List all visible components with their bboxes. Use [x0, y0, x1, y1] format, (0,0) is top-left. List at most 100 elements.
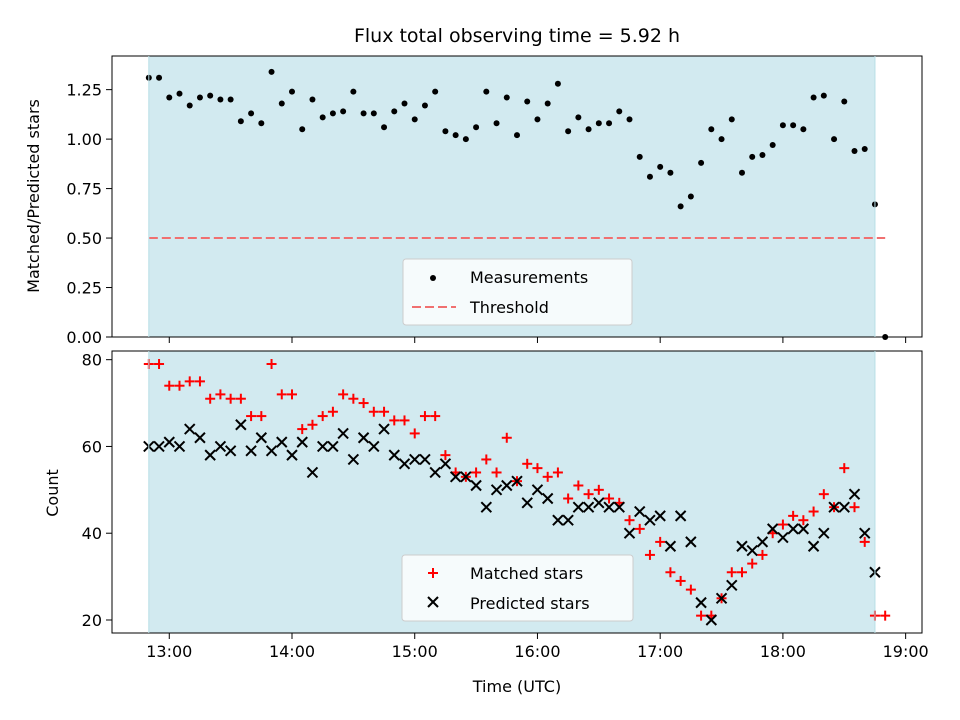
predicted-star-point: [593, 497, 605, 509]
y-axis-ticks: 0.00 0.25 0.50 0.75 1.00 1.25: [66, 81, 112, 347]
predicted-star-point: [388, 449, 400, 461]
matched-star-point: [235, 393, 246, 404]
x-tick-label: 16:00: [514, 642, 560, 661]
matched-star-point: [430, 411, 441, 422]
measurement-point: [391, 108, 398, 115]
x-tick-label: 17:00: [637, 642, 683, 661]
measurement-point: [565, 128, 572, 135]
predicted-star-point: [194, 432, 206, 444]
y-tick-label: 0.25: [66, 279, 102, 298]
matched-star-point: [287, 389, 297, 400]
predicted-star-point: [695, 596, 707, 609]
matched-star-point: [573, 480, 584, 491]
measurement-point: [350, 88, 357, 95]
legend: Matched stars Predicted stars: [401, 554, 634, 622]
measurement-point: [514, 132, 520, 139]
measurement-point: [227, 96, 234, 103]
predicted-star-point: [756, 536, 769, 548]
predicted-star-point: [572, 501, 585, 513]
matched-star-point: [532, 463, 543, 474]
y-axis-label: Count: [43, 469, 62, 517]
matched-star-point: [205, 393, 216, 404]
predicted-star-point: [296, 436, 308, 448]
measurement-point: [739, 169, 745, 176]
matched-star-point: [644, 549, 655, 560]
x-tick-label: 14:00: [269, 642, 315, 661]
x-axis-ticks: [168, 337, 907, 343]
y-tick-label: 60: [82, 437, 102, 456]
measurement-point: [810, 94, 817, 101]
matched-star-point: [788, 510, 799, 521]
measurement-point: [861, 146, 868, 153]
matched-star-point: [634, 523, 645, 534]
y-tick-label: 1.25: [66, 81, 102, 100]
matched-star-point: [215, 389, 226, 400]
measurement-point: [687, 193, 694, 200]
predicted-star-point: [552, 514, 564, 526]
measurement-point: [217, 96, 224, 103]
matched-star-point: [256, 411, 267, 422]
matched-star-point: [389, 415, 400, 426]
measurement-point: [442, 128, 449, 135]
predicted-star-point: [859, 527, 871, 539]
predicted-star-point: [797, 523, 810, 535]
measurement-point: [176, 90, 183, 97]
matched-star-point: [164, 380, 175, 391]
predicted-star-point: [184, 423, 196, 435]
matched-star-point: [246, 411, 257, 422]
matched-star-point: [696, 610, 707, 621]
measurement-point: [646, 173, 653, 180]
matched-star-point: [297, 424, 308, 435]
predicted-star-point: [204, 449, 216, 461]
matched-star-point: [808, 506, 819, 517]
matched-star-point: [675, 575, 686, 586]
x-tick-label: 13:00: [146, 642, 192, 661]
measurement-point: [800, 126, 807, 133]
predicted-star-point: [265, 445, 278, 457]
measurement-point: [278, 100, 285, 107]
measurement-point: [851, 147, 858, 154]
measurement-point: [636, 153, 643, 160]
measurement-point: [329, 110, 336, 117]
measurement-point: [462, 136, 469, 143]
measurement-points: [145, 68, 889, 340]
matched-star-point: [859, 536, 870, 547]
measurement-point: [237, 118, 244, 125]
y-axis-label: Matched/Predicted stars: [24, 99, 43, 293]
measurement-point: [289, 88, 295, 95]
predicted-star-point: [818, 527, 830, 539]
predicted-star-point: [286, 449, 298, 461]
measurement-point: [452, 132, 459, 139]
count-points: [143, 359, 891, 626]
matched-star-point: [379, 406, 390, 417]
measurement-point: [299, 126, 306, 133]
predicted-star-point: [654, 510, 666, 522]
measurement-point: [196, 94, 203, 101]
measurement-point: [401, 100, 408, 107]
measurement-point: [616, 108, 623, 115]
axes-frame: [111, 55, 923, 338]
predicted-star-point: [634, 505, 646, 518]
matched-star-point: [174, 380, 185, 391]
matched-star-point: [798, 515, 809, 526]
legend-label-matched: Matched stars: [470, 564, 583, 583]
matched-star-point: [880, 610, 891, 621]
matched-star-point: [276, 389, 287, 400]
predicted-star-point: [541, 492, 554, 505]
measurement-point: [421, 102, 428, 109]
matched-star-point: [737, 567, 747, 578]
predicted-star-point: [255, 432, 268, 444]
x-tick-label: 18:00: [760, 642, 806, 661]
predicted-star-point: [480, 501, 493, 513]
measurement-point: [319, 114, 326, 121]
predicted-star-point: [644, 514, 656, 526]
matched-star-point: [225, 393, 236, 404]
measurement-point: [554, 80, 561, 87]
predicted-star-point: [409, 453, 421, 466]
predicted-star-point: [163, 436, 175, 448]
predicted-star-point: [245, 445, 257, 457]
measurement-point: [708, 126, 715, 133]
matched-star-point: [593, 484, 604, 495]
count-panel: 13:00 14:00 15:00 16:00 17:00 18:00 19:00 20 40…: [43, 350, 929, 696]
predicted-star-point: [582, 501, 595, 513]
